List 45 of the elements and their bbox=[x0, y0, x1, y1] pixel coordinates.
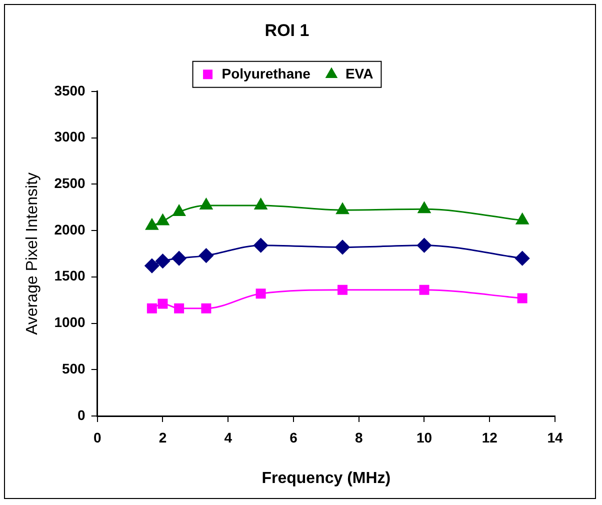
point bbox=[155, 254, 170, 268]
point bbox=[335, 240, 350, 254]
x-tick-label: 2 bbox=[158, 429, 167, 446]
y-tick-label: 500 bbox=[62, 360, 86, 376]
point bbox=[254, 198, 268, 210]
point bbox=[336, 202, 349, 214]
x-tick-label: 14 bbox=[547, 429, 563, 446]
x-tick-label: 8 bbox=[354, 429, 363, 446]
point bbox=[158, 298, 168, 309]
point bbox=[516, 213, 529, 224]
point bbox=[172, 204, 186, 216]
point bbox=[198, 248, 214, 263]
y-tick-label: 3500 bbox=[54, 82, 86, 98]
x-tick-label: 0 bbox=[93, 429, 102, 446]
point bbox=[517, 293, 528, 304]
point bbox=[200, 198, 213, 210]
x-tick-label: 4 bbox=[224, 429, 232, 446]
x-tick-label: 12 bbox=[482, 429, 498, 446]
point bbox=[201, 303, 212, 314]
x-tick-label: 6 bbox=[290, 429, 298, 446]
point bbox=[146, 218, 158, 230]
point bbox=[174, 303, 184, 314]
x-tick-label: 10 bbox=[416, 429, 432, 446]
legend-label: Polyurethane bbox=[222, 65, 311, 82]
point bbox=[416, 238, 432, 253]
point bbox=[254, 238, 268, 253]
y-tick-label: 3000 bbox=[54, 128, 86, 145]
y-axis-title: Average Pixel Intensity bbox=[24, 172, 42, 335]
y-tick-label: 2500 bbox=[54, 175, 86, 191]
point bbox=[419, 284, 430, 295]
y-tick-label: 1000 bbox=[54, 314, 86, 330]
point bbox=[256, 288, 266, 299]
point bbox=[515, 251, 530, 266]
point bbox=[156, 214, 170, 226]
y-tick-label: 0 bbox=[78, 406, 86, 423]
point bbox=[418, 202, 431, 214]
y-tick-label: 2000 bbox=[54, 221, 86, 238]
chart-title: ROI 1 bbox=[264, 20, 310, 40]
point bbox=[338, 284, 348, 295]
point bbox=[146, 303, 157, 314]
legend-label: EVA bbox=[345, 65, 374, 82]
x-axis-title: Frequency (MHz) bbox=[262, 470, 391, 487]
y-tick-label: 1500 bbox=[54, 268, 86, 284]
point bbox=[144, 258, 160, 274]
point bbox=[172, 251, 186, 266]
